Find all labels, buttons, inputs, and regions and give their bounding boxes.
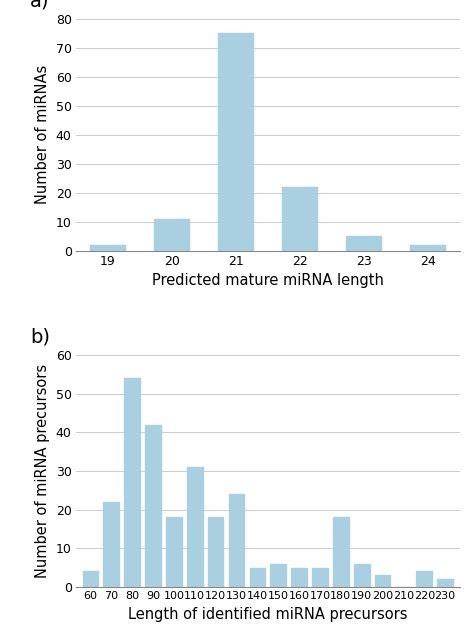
Text: a): a) [30, 0, 49, 10]
Bar [249, 567, 265, 587]
Bar [124, 378, 140, 587]
Bar [282, 187, 318, 251]
Bar [438, 579, 453, 587]
Bar [346, 236, 382, 251]
Bar [145, 425, 161, 587]
Bar [375, 575, 391, 587]
Bar [271, 563, 286, 587]
Bar [228, 494, 244, 587]
Bar [354, 563, 370, 587]
Y-axis label: Number of miRNAs: Number of miRNAs [35, 65, 50, 204]
Bar [333, 517, 349, 587]
X-axis label: Predicted mature miRNA length: Predicted mature miRNA length [152, 273, 384, 288]
Bar [82, 572, 98, 587]
Bar [208, 517, 223, 587]
Bar [166, 517, 182, 587]
Bar [292, 567, 307, 587]
Bar [410, 245, 446, 251]
Bar [187, 467, 202, 587]
Bar [90, 245, 126, 251]
Text: b): b) [30, 327, 50, 346]
Bar [312, 567, 328, 587]
X-axis label: Length of identified miRNA precursors: Length of identified miRNA precursors [128, 606, 408, 622]
Bar [103, 502, 119, 587]
Bar [417, 572, 432, 587]
Bar [154, 219, 190, 251]
Bar [218, 33, 254, 251]
Y-axis label: Number of miRNA precursors: Number of miRNA precursors [35, 364, 50, 578]
